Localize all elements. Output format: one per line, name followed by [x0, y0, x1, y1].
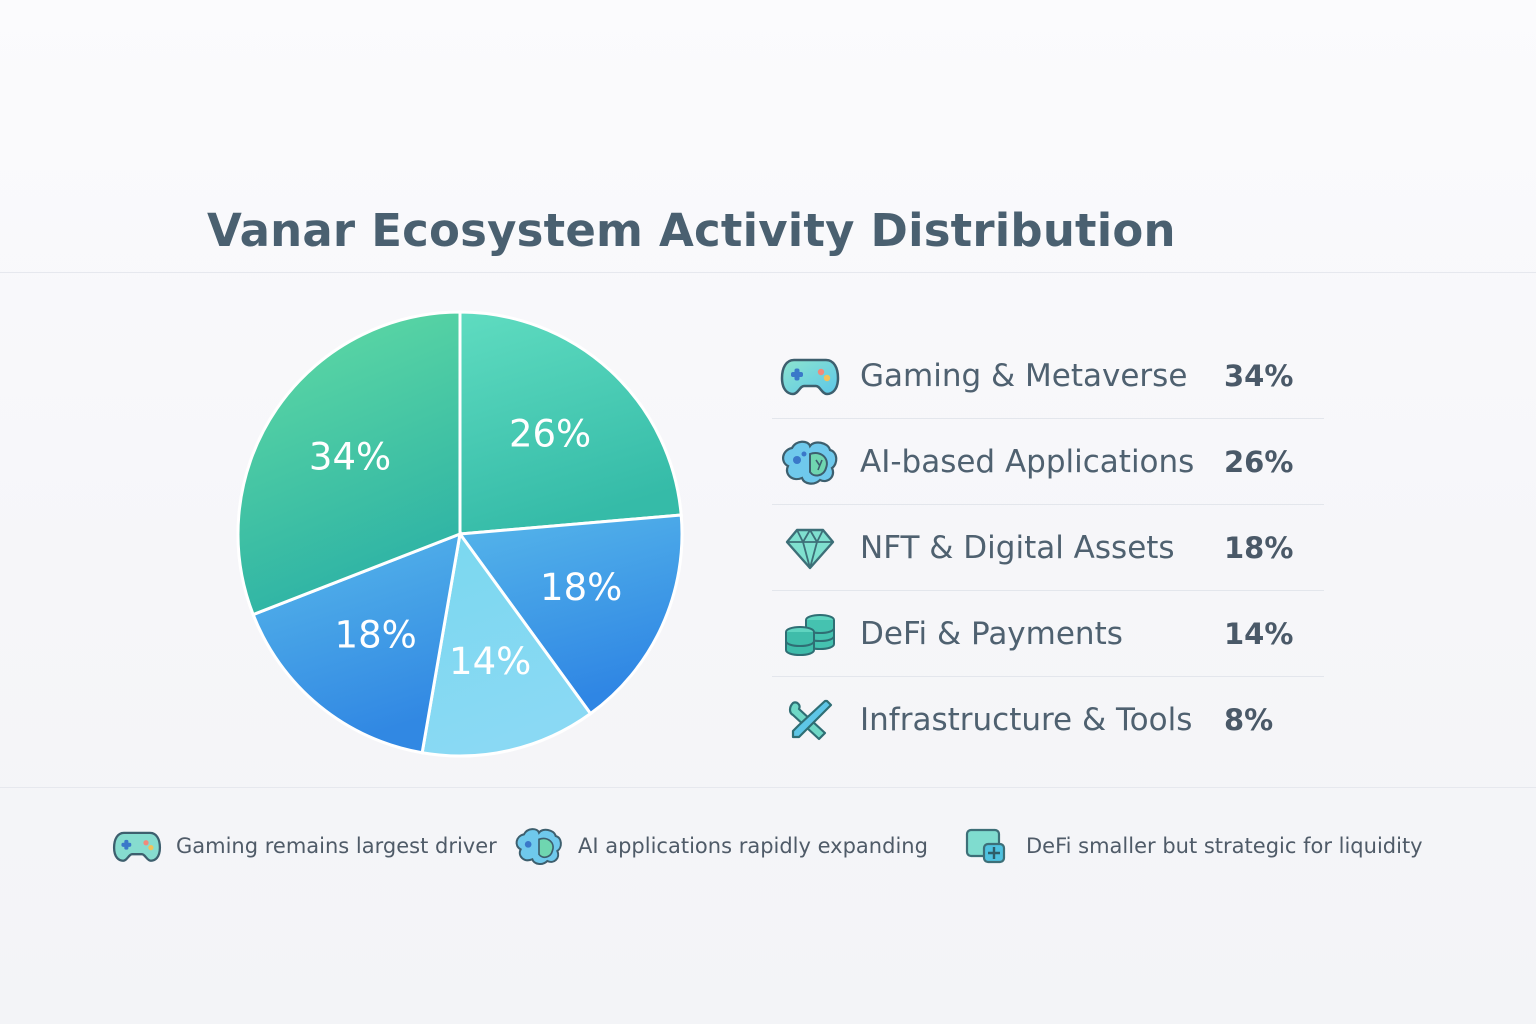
note-gaming: Gaming remains largest driver — [112, 824, 497, 868]
pie-slice — [251, 531, 462, 755]
legend-label: NFT & Digital Assets — [860, 529, 1175, 566]
chart-title: Vanar Ecosystem Activity Distribution — [207, 204, 1176, 257]
note-text: DeFi smaller but strategic for liquidity — [1026, 834, 1423, 858]
legend-value: 26% — [1224, 444, 1294, 479]
wallet-plus-icon — [962, 824, 1012, 868]
legend-value: 34% — [1224, 358, 1294, 393]
note-ai: AI applications rapidly expanding — [514, 824, 928, 868]
legend-row-infra: Infrastructure & Tools 8% — [772, 677, 1324, 763]
slice-label: 18% — [540, 566, 622, 609]
legend-row-ai: AI-based Applications 26% — [772, 419, 1324, 505]
gamepad-icon — [780, 351, 840, 401]
legend-value: 14% — [1224, 616, 1294, 651]
note-text: Gaming remains largest driver — [176, 834, 497, 858]
legend-value: 8% — [1224, 703, 1274, 737]
divider-top — [0, 272, 1536, 273]
pie-chart: 26%18%14%18%34% — [236, 310, 684, 758]
slice-label: 18% — [335, 614, 417, 657]
coin-stack-icon — [780, 609, 840, 659]
pie-slice — [457, 513, 684, 716]
pie-slice — [420, 530, 593, 758]
gamepad-icon — [112, 824, 162, 868]
key-notes: Gaming remains largest driver AI applica… — [0, 818, 1536, 878]
legend-label: Infrastructure & Tools — [860, 702, 1193, 738]
brain-icon — [780, 437, 840, 487]
slice-label: 26% — [509, 412, 591, 455]
pie-slice — [236, 310, 462, 617]
divider-bottom — [0, 787, 1536, 788]
slice-label: 34% — [309, 435, 391, 478]
diamond-icon — [780, 523, 840, 573]
tools-icon — [780, 695, 840, 745]
legend-value: 18% — [1224, 530, 1294, 565]
slice-label: 14% — [449, 640, 531, 683]
legend-row-defi: DeFi & Payments 14% — [772, 591, 1324, 677]
pie-slice — [458, 310, 683, 536]
legend-row-gaming: Gaming & Metaverse 34% — [772, 333, 1324, 419]
legend-label: DeFi & Payments — [860, 615, 1123, 652]
legend-row-nft: NFT & Digital Assets 18% — [772, 505, 1324, 591]
note-defi: DeFi smaller but strategic for liquidity — [962, 824, 1423, 868]
legend-label: Gaming & Metaverse — [860, 357, 1188, 394]
legend: Gaming & Metaverse 34% AI-based Applicat… — [772, 333, 1324, 763]
note-text: AI applications rapidly expanding — [578, 834, 928, 858]
legend-label: AI-based Applications — [860, 443, 1195, 480]
brain-icon — [514, 824, 564, 868]
